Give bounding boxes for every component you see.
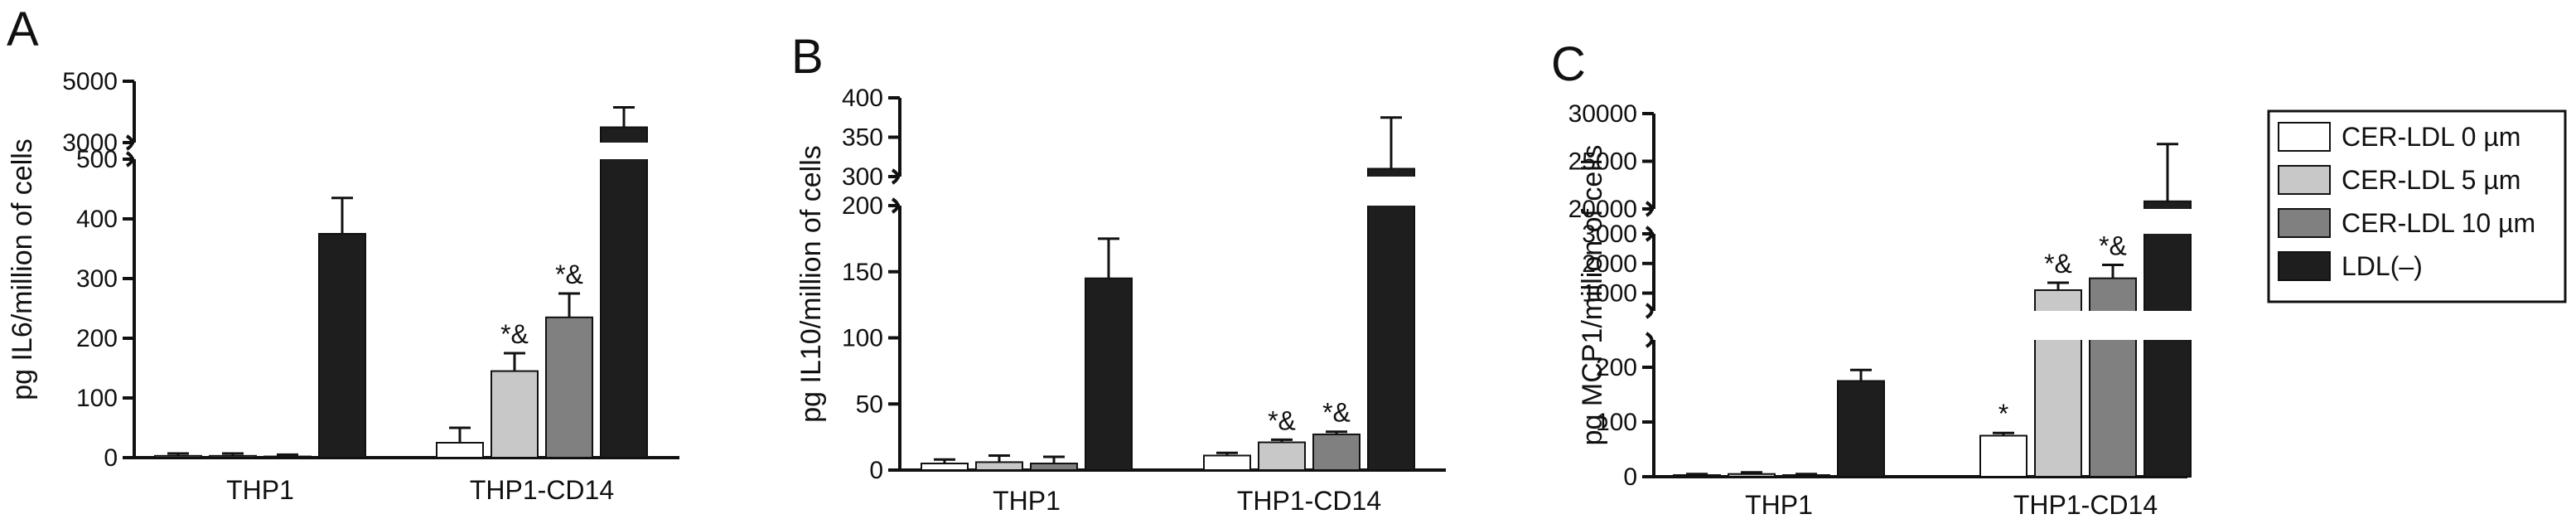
bar xyxy=(436,442,484,458)
bar xyxy=(545,316,593,458)
y-tick-label: 500 xyxy=(76,146,118,173)
significance-label: *& xyxy=(1322,398,1351,428)
x-category-label: THP1 xyxy=(226,475,294,505)
y-tick-label: 1000 xyxy=(1582,280,1637,308)
bar xyxy=(1030,463,1078,472)
bar xyxy=(318,233,366,458)
bar xyxy=(209,454,257,459)
panel-b: Bpg IL10/million of cells 0 50 100 150 200300… xyxy=(791,30,1446,516)
axis-break-mark xyxy=(125,151,134,167)
y-tick-label: 200 xyxy=(842,192,883,220)
bar xyxy=(1203,454,1251,472)
significance-label: *& xyxy=(2044,249,2072,279)
y-tick-label: 300 xyxy=(76,265,118,293)
panel-label: C xyxy=(1551,37,1586,91)
panel-c: Cpg MCP1/million of cells010020010002000… xyxy=(1551,37,2193,519)
bar xyxy=(1728,473,1776,478)
axis-break-mark xyxy=(1645,332,1654,348)
y-tick-label: 100 xyxy=(842,325,883,352)
bar xyxy=(975,461,1023,471)
significance-label: * xyxy=(1998,399,2008,429)
bar-break-gap xyxy=(2142,209,2193,234)
bar xyxy=(1367,167,1415,471)
legend-label: CER-LDL 10 µm xyxy=(2342,208,2535,238)
x-category-label: THP1-CD14 xyxy=(1237,486,1381,516)
y-tick-label: 30000 xyxy=(1568,100,1637,128)
chart-panels: Apg IL6/million of cells0100200300400500… xyxy=(7,2,2193,519)
bar-break-gap xyxy=(1365,177,1417,206)
x-category-label: THP1-CD14 xyxy=(470,475,614,505)
y-tick-label: 150 xyxy=(842,259,883,286)
x-category-label: THP1-CD14 xyxy=(2013,490,2158,519)
y-axis-label: pg MCP1/million of cells xyxy=(1577,145,1608,446)
legend: CER-LDL 0 µm CER-LDL 5 µm CER-LDL 10 µm LDL… xyxy=(2267,109,2567,303)
y-tick-label: 100 xyxy=(1596,409,1637,436)
bar xyxy=(1312,433,1360,471)
panel-label: B xyxy=(791,30,824,84)
bar xyxy=(1837,380,1885,478)
bar xyxy=(1258,441,1306,472)
legend-swatch xyxy=(2278,165,2331,195)
bar-break-gap xyxy=(2087,311,2139,340)
legend-swatch xyxy=(2278,208,2331,238)
y-tick-label: 400 xyxy=(76,206,118,233)
legend-label: CER-LDL 5 µm xyxy=(2342,165,2520,195)
y-tick-label: 0 xyxy=(869,457,883,484)
legend-label: CER-LDL 0 µm xyxy=(2342,122,2520,152)
y-tick-label: 200 xyxy=(1596,354,1637,381)
axis-break-mark xyxy=(1645,303,1654,319)
bar xyxy=(1673,474,1721,478)
bar-break-gap xyxy=(2142,311,2193,340)
y-tick-label: 200 xyxy=(76,325,118,352)
axis-break-mark xyxy=(125,134,134,151)
x-category-label: THP1 xyxy=(1745,490,1813,519)
bar xyxy=(1782,474,1830,478)
significance-label: *& xyxy=(1268,405,1296,435)
panel-a: Apg IL6/million of cells 0 100 200 300 400 500… xyxy=(7,2,679,505)
bar-break-gap xyxy=(2032,311,2084,340)
significance-label: *& xyxy=(555,260,583,289)
legend-swatch xyxy=(2278,251,2331,281)
axis-break-mark xyxy=(1645,201,1654,217)
bar xyxy=(263,455,312,458)
bar xyxy=(1979,434,2027,478)
y-axis-label: pg IL6/million of cells xyxy=(7,138,38,400)
bar xyxy=(600,126,648,458)
y-tick-label: 0 xyxy=(104,444,118,472)
significance-label: *& xyxy=(2099,231,2127,261)
y-axis-label: pg IL10/million of cells xyxy=(795,145,827,423)
y-tick-label: 100 xyxy=(76,385,118,412)
y-tick-label: 3000 xyxy=(1582,221,1637,248)
y-tick-label: 20000 xyxy=(1568,196,1637,223)
bar xyxy=(921,463,969,472)
legend-label: LDL(–) xyxy=(2342,251,2423,281)
axis-break-mark xyxy=(891,197,900,214)
axis-break-mark xyxy=(891,168,900,185)
bar xyxy=(2089,277,2137,478)
y-tick-label: 2000 xyxy=(1582,250,1637,278)
y-tick-label: 350 xyxy=(842,124,883,152)
bar xyxy=(1085,277,1133,471)
y-tick-label: 25000 xyxy=(1568,148,1637,176)
y-tick-label: 300 xyxy=(842,163,883,191)
axis-break-mark xyxy=(1645,226,1654,242)
x-category-label: THP1 xyxy=(993,486,1061,516)
legend-swatch xyxy=(2278,122,2331,152)
panel-label: A xyxy=(7,2,39,56)
y-tick-label: 5000 xyxy=(62,68,118,95)
y-tick-label: 50 xyxy=(856,390,883,418)
bar-break-gap xyxy=(598,143,650,159)
bar xyxy=(154,454,202,459)
significance-label: *& xyxy=(500,319,529,349)
y-tick-label: 0 xyxy=(1623,463,1637,491)
y-tick-label: 400 xyxy=(842,85,883,112)
bar xyxy=(491,370,539,459)
y-tick-label: 3000 xyxy=(62,129,118,157)
